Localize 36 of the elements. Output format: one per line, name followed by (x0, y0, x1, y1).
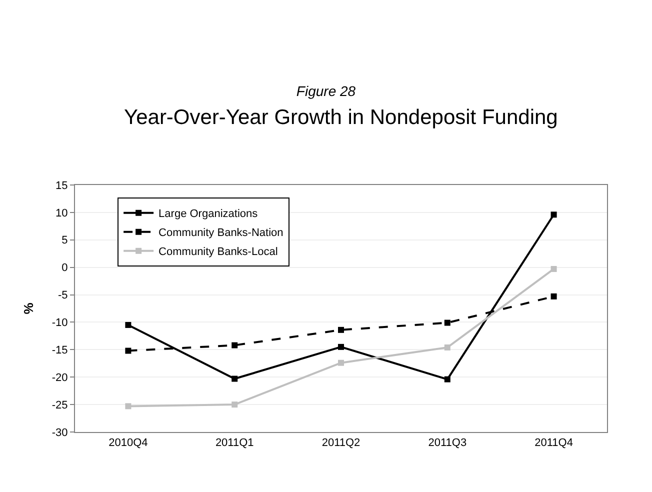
point (232, 342, 238, 348)
point (232, 376, 238, 382)
y-tick-label: -15 (52, 344, 68, 357)
y-tick-label: -20 (52, 372, 68, 384)
legend-label: Large Organizations (158, 208, 258, 220)
y-tick-label: -25 (52, 399, 68, 412)
y-tick-label: -5 (58, 290, 68, 302)
x-tick-label: 2011Q4 (534, 437, 573, 450)
point (232, 402, 238, 408)
point (125, 348, 132, 354)
y-axis-title: % (20, 302, 36, 314)
y-tick-label: 0 (62, 262, 68, 274)
chart-title: Figure 28 (296, 82, 356, 99)
point (125, 403, 132, 410)
y-tick-label: 15 (56, 180, 68, 192)
point (550, 266, 557, 272)
point (125, 322, 132, 328)
y-tick-label: -30 (52, 426, 68, 439)
point (550, 212, 557, 218)
y-tick-label: 10 (56, 207, 68, 220)
point (338, 360, 344, 366)
x-tick-label: 2011Q3 (428, 437, 467, 450)
point (444, 320, 450, 326)
legend-label: Community Banks-Nation (158, 227, 284, 240)
point (444, 376, 450, 382)
legend-label: Community Banks-Local (158, 246, 278, 258)
chart-subtitle: Year-Over-Year Growth in Nondeposit Funding (124, 106, 558, 129)
point (338, 326, 344, 333)
point (550, 293, 557, 300)
x-tick-label: 2011Q1 (215, 437, 254, 450)
y-tick-label: 5 (62, 234, 68, 247)
y-tick-label: -10 (52, 317, 68, 330)
point (444, 344, 450, 350)
point (338, 344, 344, 350)
x-tick-label: 2011Q2 (322, 437, 360, 450)
x-tick-label: 2010Q4 (108, 437, 148, 450)
